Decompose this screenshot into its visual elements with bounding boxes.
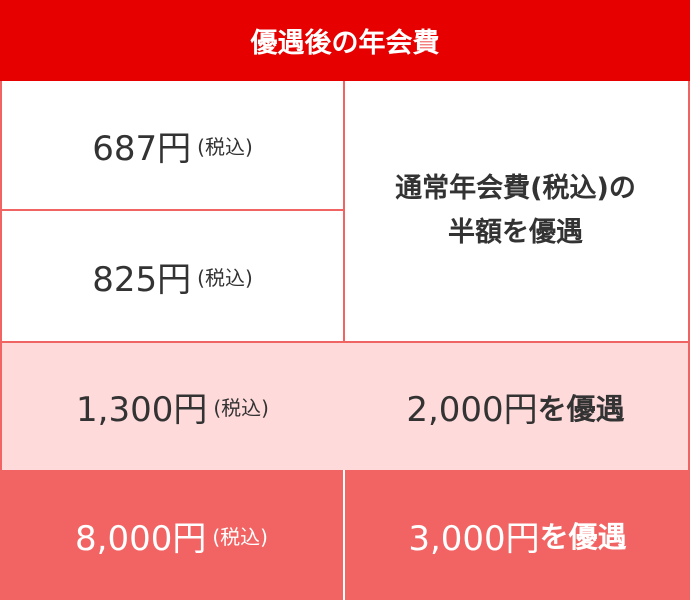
tax-label: (税込) bbox=[197, 134, 253, 159]
price: 8,000円 bbox=[75, 518, 207, 559]
benefit-suffix: を優遇 bbox=[539, 520, 627, 554]
tax-label: (税込) bbox=[212, 524, 268, 549]
price: 687円 bbox=[92, 128, 192, 169]
header-title: 優遇後の年会費 bbox=[250, 28, 440, 59]
table-row: 1,300円 (税込) bbox=[0, 341, 345, 470]
merged-note-cell: 通常年会費(税込)の 半額を優遇 bbox=[343, 81, 690, 341]
benefit-amount: 2,000円 bbox=[406, 390, 538, 430]
table-row: 825円 (税込) bbox=[0, 211, 345, 341]
note-line-1: 通常年会費(税込)の bbox=[395, 173, 636, 204]
column-divider bbox=[343, 470, 345, 600]
tax-label: (税込) bbox=[213, 396, 269, 420]
price: 1,300円 bbox=[76, 390, 208, 430]
table-row: 687円 (税込) bbox=[0, 81, 345, 211]
benefit-cell: 2,000円 を優遇 bbox=[343, 341, 690, 470]
benefit-cell: 3,000円 を優遇 bbox=[345, 470, 690, 600]
table-header: 優遇後の年会費 bbox=[0, 0, 690, 81]
table-row: 8,000円 (税込) bbox=[0, 470, 343, 600]
tax-label: (税込) bbox=[197, 265, 253, 290]
price: 825円 bbox=[92, 259, 192, 300]
note-line-2: 半額を優遇 bbox=[448, 217, 583, 248]
benefit-suffix: を優遇 bbox=[537, 391, 625, 426]
benefit-amount: 3,000円 bbox=[408, 518, 540, 559]
